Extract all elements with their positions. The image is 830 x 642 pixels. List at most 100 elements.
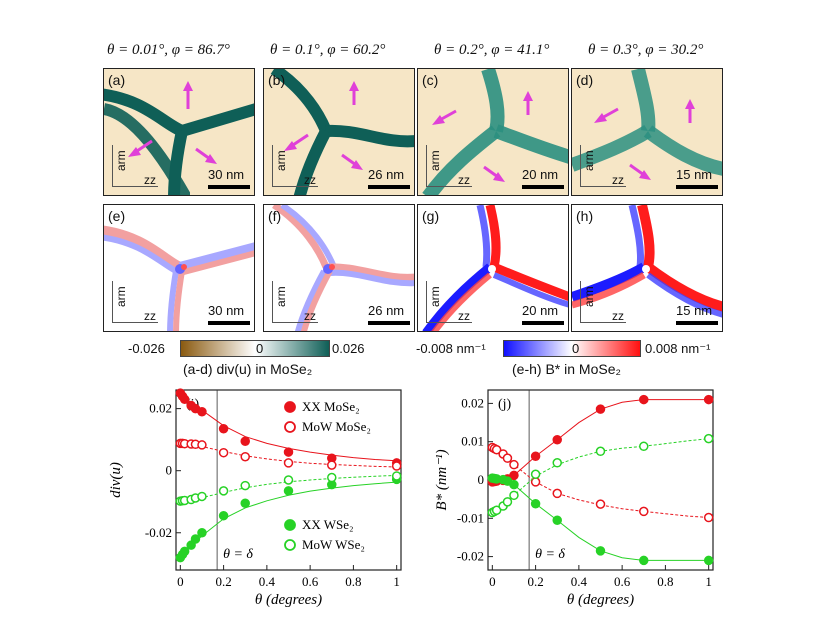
colorbar-right-min: -0.008 nm⁻¹ <box>416 341 486 356</box>
data-point <box>283 486 294 496</box>
data-point <box>552 435 562 445</box>
scalebar-label: 20 nm <box>522 167 559 182</box>
arm-label: arm <box>428 150 442 171</box>
arm-label: arm <box>428 286 442 307</box>
scalebar-label: 30 nm <box>208 167 245 182</box>
scalebar-label: 26 nm <box>368 303 405 318</box>
x-tick-label: 0.4 <box>571 574 588 589</box>
y-tick-label: 0 <box>478 472 485 487</box>
x-tick-label: 0.6 <box>614 574 631 589</box>
x-tick-label: 1 <box>393 574 400 589</box>
y-tick-label: 0.02 <box>149 401 172 416</box>
legend-marker <box>284 401 296 413</box>
y-axis-label: div(u) <box>108 462 124 498</box>
panel-label: (c) <box>422 72 439 88</box>
arm-label: arm <box>274 150 288 171</box>
data-point <box>283 447 294 457</box>
x-tick-label: 0.8 <box>657 574 673 589</box>
series-fit-line <box>492 477 709 561</box>
panel-label: (b) <box>268 72 286 88</box>
data-point <box>218 486 229 496</box>
zz-label: zz <box>458 173 470 187</box>
arm-label: arm <box>274 286 288 307</box>
panel-b-map <box>270 69 414 195</box>
y-axis-label: B* (nm⁻¹) <box>434 449 450 510</box>
column-title-1: θ = 0.01°, φ = 86.7° <box>107 42 230 58</box>
legend-label: XX MoSe₂ <box>302 399 360 414</box>
arm-axis-line <box>426 281 427 323</box>
data-point <box>186 540 196 550</box>
arm-label: arm <box>582 286 596 307</box>
data-point <box>391 461 402 471</box>
colorbar-right-mid: 0 <box>572 341 580 356</box>
scalebar-label: 26 nm <box>368 167 405 182</box>
panel-f-map <box>272 205 414 331</box>
data-point <box>197 440 207 450</box>
data-point <box>240 436 250 446</box>
theta-delta-annotation: θ = δ <box>223 547 253 562</box>
data-point <box>283 475 294 485</box>
zz-label: zz <box>304 309 316 323</box>
legend-marker <box>284 421 296 433</box>
column-title-4: θ = 0.3°, φ = 30.2° <box>588 42 704 58</box>
data-point <box>595 404 606 414</box>
legend-marker <box>284 519 296 531</box>
panel-d: (d) arm zz 15 nm <box>571 68 723 196</box>
zz-label: zz <box>458 309 470 323</box>
data-point <box>240 451 250 462</box>
data-point <box>509 470 519 481</box>
data-point <box>283 458 294 468</box>
x-axis-label: θ (degrees) <box>255 592 322 608</box>
data-point <box>703 555 714 566</box>
data-point <box>530 451 541 462</box>
data-point <box>179 546 190 557</box>
data-point <box>240 498 250 509</box>
data-point <box>509 479 519 490</box>
panel-e: (e) arm zz 30 nm <box>103 204 255 332</box>
data-point <box>530 469 541 480</box>
zz-axis-line <box>112 322 158 323</box>
x-tick-label: 0.4 <box>259 574 276 589</box>
data-point <box>639 394 649 405</box>
colorbar-right-caption: (e-h) B* in MoSe₂ <box>512 361 621 377</box>
colorbar-right-max: 0.008 nm⁻¹ <box>645 341 711 356</box>
data-point <box>218 447 229 458</box>
legend-label: XX WSe₂ <box>302 517 354 532</box>
zz-axis-line <box>580 322 626 323</box>
data-point <box>703 512 714 523</box>
panel-label: (f) <box>268 208 282 224</box>
y-tick-label: -0.01 <box>457 510 484 525</box>
column-title-3: θ = 0.2°, φ = 41.1° <box>434 42 550 58</box>
data-point <box>502 497 513 507</box>
data-point <box>240 480 250 491</box>
data-point <box>552 488 562 499</box>
arm-axis-line <box>112 145 113 187</box>
x-tick-label: 0.6 <box>302 574 319 589</box>
data-point <box>502 453 513 463</box>
colorbar-left-mid: 0 <box>256 341 264 356</box>
zz-label: zz <box>612 309 624 323</box>
data-point <box>491 505 502 516</box>
zz-label: zz <box>304 173 316 187</box>
scalebar <box>522 321 564 325</box>
panel-label: (e) <box>108 208 126 224</box>
y-tick-label: 0.01 <box>461 434 484 449</box>
panel-c-map <box>422 69 568 195</box>
data-point <box>595 546 606 556</box>
panel-a-map <box>104 81 254 195</box>
panel-label: (a) <box>108 72 126 88</box>
scalebar-label: 15 nm <box>676 303 713 318</box>
x-tick-label: 0.8 <box>345 574 361 589</box>
legend-label: MoW MoSe₂ <box>302 419 371 434</box>
colorbar-left-caption: (a-d) div(u) in MoSe₂ <box>183 361 313 377</box>
arm-label: arm <box>582 150 596 171</box>
panel-label: (h) <box>576 208 594 224</box>
zz-axis-line <box>580 186 626 187</box>
chart-j: θ = δ 0 0.2 0.4 0.6 0.8 1 0.02 0.01 0 -0.01 -0.02 θ … <box>434 389 714 608</box>
data-point <box>197 491 207 502</box>
data-point <box>703 394 714 405</box>
panel-a: (a) arm zz 30 nm <box>103 68 255 196</box>
scalebar <box>208 321 250 325</box>
data-point <box>509 490 519 501</box>
y-tick-label: 0.02 <box>461 395 484 410</box>
